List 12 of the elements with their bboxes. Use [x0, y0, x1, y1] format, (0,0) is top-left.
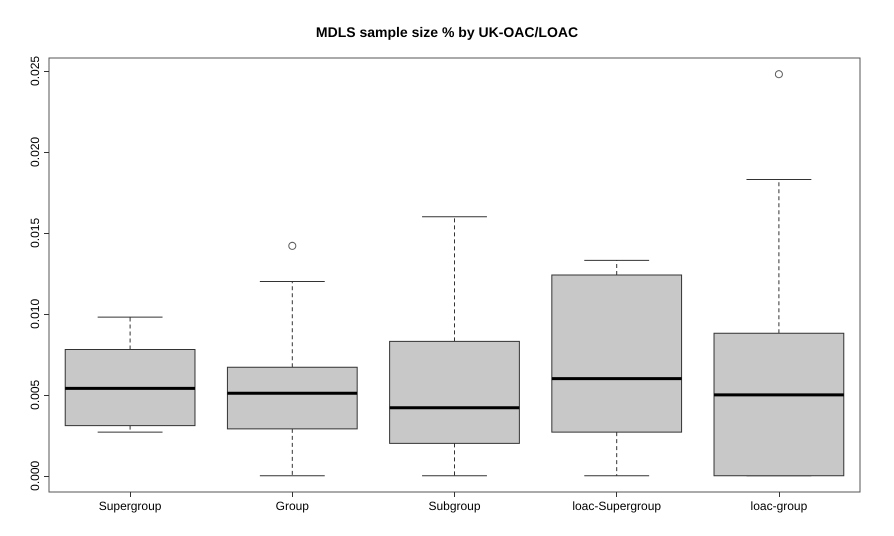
- y-tick-label: 0.000: [28, 460, 42, 491]
- y-tick-label: 0.015: [28, 218, 42, 248]
- x-tick-label: Subgroup: [428, 499, 481, 513]
- x-tick-label: Group: [276, 499, 310, 513]
- x-tick-label: loac-Supergroup: [572, 499, 662, 513]
- x-tick-label: loac-group: [750, 499, 808, 513]
- y-tick-label: 0.020: [28, 136, 42, 167]
- y-tick-label: 0.010: [28, 298, 42, 329]
- x-tick-label: Supergroup: [98, 499, 162, 513]
- y-tick-label: 0.025: [28, 56, 42, 86]
- chart-title: MDLS sample size % by UK-OAC/LOAC: [316, 24, 578, 40]
- y-tick-label: 0.005: [28, 379, 42, 410]
